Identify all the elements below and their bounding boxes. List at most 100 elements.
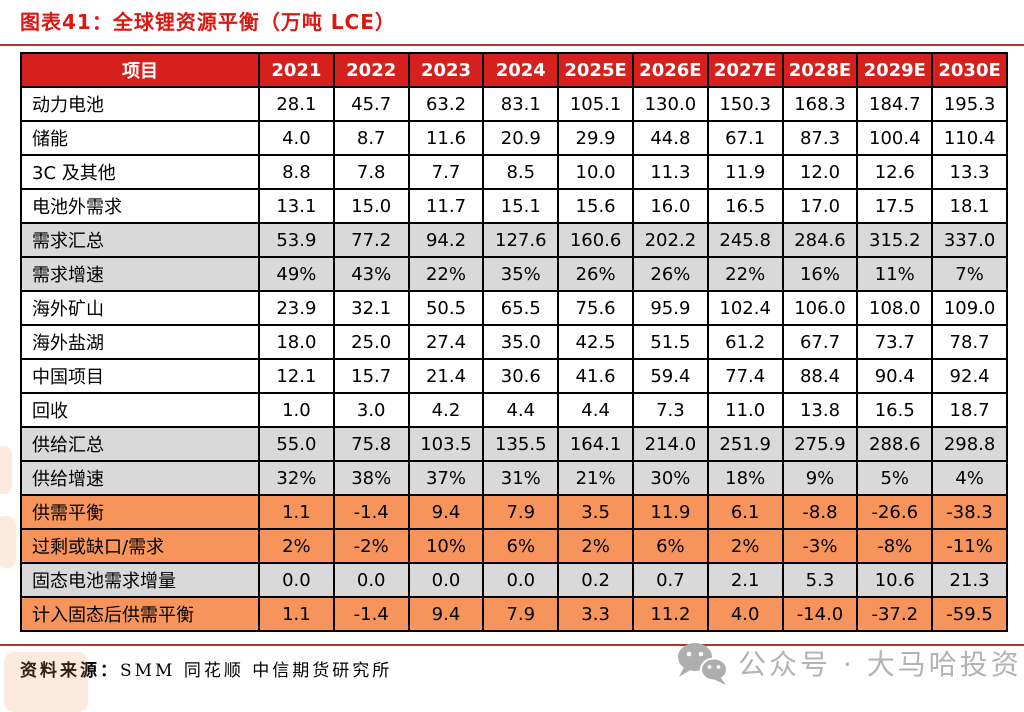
cell: 3.5 (557, 494, 634, 530)
cell: 4.0 (258, 120, 335, 156)
cell: 26% (557, 256, 634, 292)
cell: 17.0 (781, 188, 859, 224)
row-label: 需求增速 (20, 256, 260, 292)
table-row: 海外盐湖 18.0 25.0 27.4 35.0 42.5 51.5 61.2 67.7 73.7… (20, 324, 1008, 360)
cell: 32.1 (332, 290, 410, 326)
table-row: 需求增速 49% 43% 22% 35% 26% 26% 22% 16% 11% 7% (20, 256, 1008, 292)
row-label: 中国项目 (20, 358, 260, 394)
cell: 3.3 (557, 596, 634, 632)
cell: 35% (482, 256, 560, 292)
cell: 7.9 (482, 494, 560, 530)
cell: 245.8 (706, 222, 784, 258)
cell: 20.9 (482, 120, 560, 156)
source-text: SMM 同花顺 中信期货研究所 (120, 661, 393, 681)
cell: 150.3 (706, 86, 784, 122)
cell: 275.9 (781, 426, 859, 462)
cell: 32% (258, 460, 335, 496)
cell: 0.0 (332, 562, 410, 598)
cell: 3.0 (332, 392, 410, 428)
row-label: 储能 (20, 120, 260, 156)
cell: 51.5 (631, 324, 709, 360)
cell: 315.2 (856, 222, 934, 258)
cell: -1.4 (332, 494, 410, 530)
column-header-year: 2030E (931, 52, 1008, 88)
cell: 11.0 (706, 392, 784, 428)
cell: -1.4 (332, 596, 410, 632)
cell: 5% (856, 460, 934, 496)
cell: 0.2 (557, 562, 634, 598)
row-label: 回收 (20, 392, 260, 428)
row-label: 供给汇总 (20, 426, 260, 462)
table-row: 需求汇总 53.9 77.2 94.2 127.6 160.6 202.2 245.8 284.… (20, 222, 1008, 258)
cell: 10.6 (856, 562, 934, 598)
row-label: 电池外需求 (20, 188, 260, 224)
cell: 26% (631, 256, 709, 292)
cell: 49% (258, 256, 335, 292)
row-label: 供给增速 (20, 460, 260, 496)
cell: 337.0 (931, 222, 1008, 258)
cell: 6.1 (706, 494, 784, 530)
cell: 2.1 (706, 562, 784, 598)
column-header-item: 项目 (20, 52, 260, 88)
cell: 15.0 (332, 188, 410, 224)
cell: 63.2 (407, 86, 485, 122)
watermark: 公众号 · 大马哈投资 (676, 641, 1022, 685)
figure-title: 图表41：全球锂资源平衡（万吨 LCE） (20, 10, 396, 34)
cell: 50.5 (407, 290, 485, 326)
cell: 10% (407, 528, 485, 564)
cell: 135.5 (482, 426, 560, 462)
cell: 130.0 (631, 86, 709, 122)
cell: 75.6 (557, 290, 634, 326)
cell: 110.4 (931, 120, 1008, 156)
cell: 4.0 (706, 596, 784, 632)
cell: 0.0 (482, 562, 560, 598)
cell: 1.0 (258, 392, 335, 428)
cell: 4.4 (482, 392, 560, 428)
cell: 94.2 (407, 222, 485, 258)
cell: 8.8 (258, 154, 335, 190)
cell: 37% (407, 460, 485, 496)
cell: 0.0 (407, 562, 485, 598)
watermark-blob (0, 446, 12, 494)
cell: 2% (706, 528, 784, 564)
cell: 11.3 (631, 154, 709, 190)
cell: -59.5 (931, 596, 1008, 632)
cell: -3% (781, 528, 859, 564)
column-header-year: 2026E (631, 52, 709, 88)
cell: 15.6 (557, 188, 634, 224)
column-header-year: 2029E (856, 52, 934, 88)
cell: 16.5 (856, 392, 934, 428)
cell: 29.9 (557, 120, 634, 156)
row-label: 海外矿山 (20, 290, 260, 326)
cell: 18.1 (931, 188, 1008, 224)
cell: 4% (931, 460, 1008, 496)
column-header-year: 2023 (407, 52, 485, 88)
cell: 15.1 (482, 188, 560, 224)
cell: 9% (781, 460, 859, 496)
cell: 15.7 (332, 358, 410, 394)
row-label: 3C 及其他 (20, 154, 260, 190)
watermark-text: 公众号 · 大马哈投资 (738, 648, 1022, 681)
cell: 44.8 (631, 120, 709, 156)
row-label: 动力电池 (20, 86, 260, 122)
cell: 61.2 (706, 324, 784, 360)
cell: 16.0 (631, 188, 709, 224)
cell: 67.1 (706, 120, 784, 156)
cell: 92.4 (931, 358, 1008, 394)
cell: 4.4 (557, 392, 634, 428)
table-row: 动力电池 28.1 45.7 63.2 83.1 105.1 130.0 150.3 168.3… (20, 86, 1008, 122)
cell: 87.3 (781, 120, 859, 156)
cell: 42.5 (557, 324, 634, 360)
cell: 8.7 (332, 120, 410, 156)
cell: 16.5 (706, 188, 784, 224)
cell: 164.1 (557, 426, 634, 462)
cell: 100.4 (856, 120, 934, 156)
cell: 30% (631, 460, 709, 496)
cell: -11% (931, 528, 1008, 564)
cell: 11.7 (407, 188, 485, 224)
cell: -2% (332, 528, 410, 564)
cell: 102.4 (706, 290, 784, 326)
cell: 90.4 (856, 358, 934, 394)
cell: 12.0 (781, 154, 859, 190)
cell: 23.9 (258, 290, 335, 326)
